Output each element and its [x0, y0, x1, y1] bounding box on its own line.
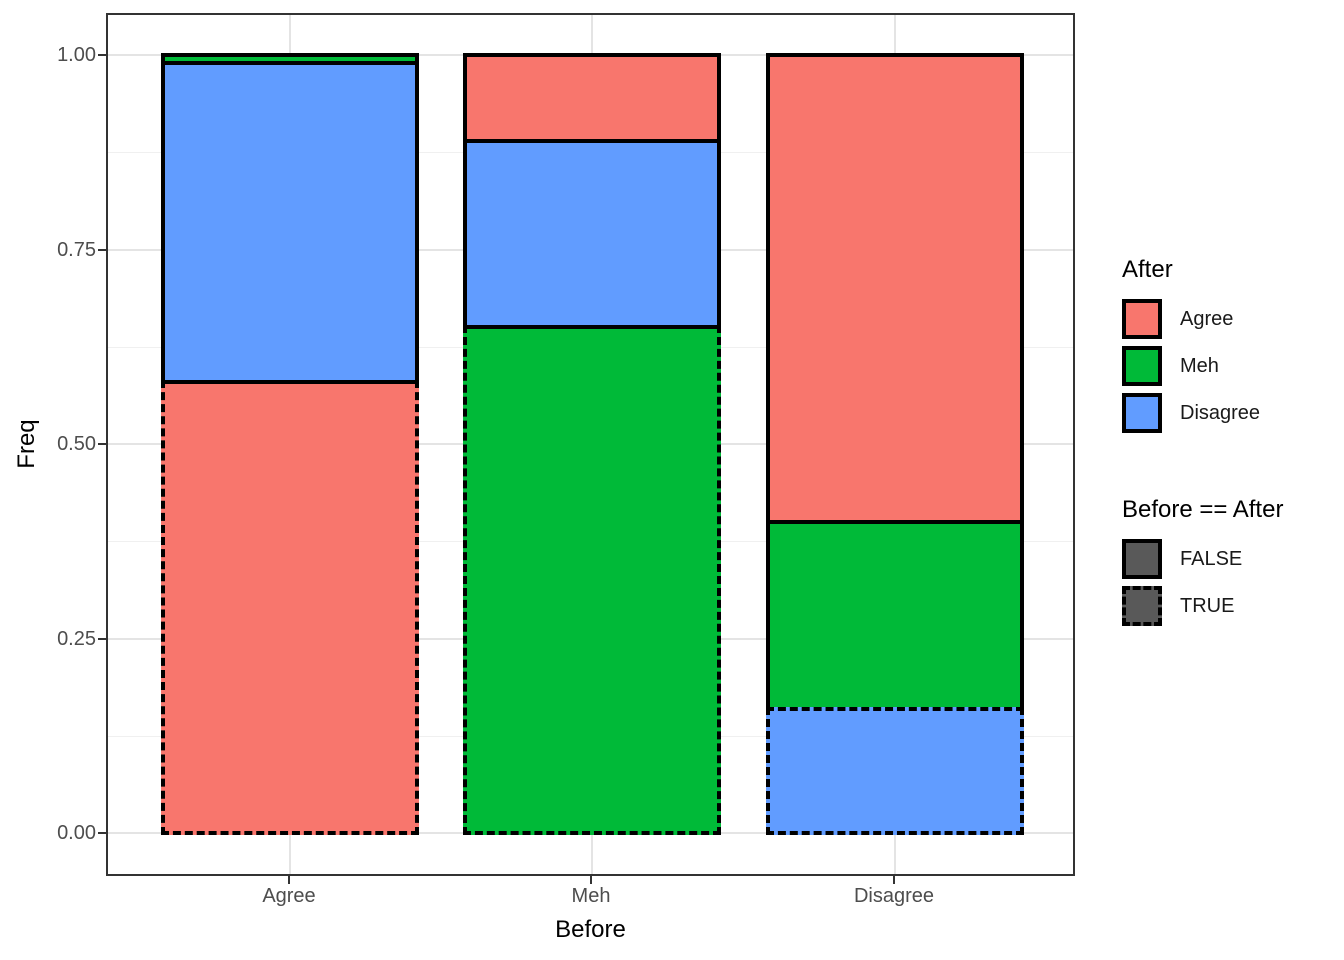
x-axis-tick-label: Agree — [262, 885, 316, 907]
y-axis-tick-label: 1.00 — [57, 44, 96, 66]
legend-key-true-linetype-icon — [1122, 586, 1162, 626]
legend-key-agree-swatch-icon — [1122, 299, 1162, 339]
legend-label: Agree — [1180, 308, 1234, 330]
y-axis-tick-label: 0.50 — [57, 433, 96, 455]
bar-segment-meh-to-disagree — [463, 138, 721, 330]
bar-segment-disagree-to-agree — [766, 53, 1024, 524]
legend-label: TRUE — [1180, 595, 1235, 617]
bar-segment-meh-to-agree — [463, 53, 721, 143]
y-axis-tick-label: 0.75 — [57, 238, 96, 261]
x-axis-title: Before — [555, 916, 626, 943]
legend-match-entries: FALSE TRUE — [1122, 539, 1344, 626]
legend-row-disagree: Disagree — [1122, 393, 1344, 433]
legend-after-entries: Agree Meh Disagree — [1122, 299, 1344, 433]
y-axis-tick-label: 0.00 — [57, 822, 96, 844]
y-axis-tick-label: 0.25 — [57, 627, 96, 650]
y-axis-tick — [98, 637, 106, 640]
legend-key-false-linetype-icon — [1122, 539, 1162, 579]
plot-panel — [106, 13, 1075, 876]
bar-segment-disagree-to-disagree — [766, 706, 1024, 835]
legend-label: Meh — [1180, 355, 1219, 377]
y-axis-tick — [98, 443, 106, 445]
y-axis-tick — [98, 248, 106, 251]
legend-title-before-equals-after: Before == After — [1122, 496, 1284, 523]
legend-key-meh-swatch-icon — [1122, 346, 1162, 386]
legend-row-meh: Meh — [1122, 346, 1344, 386]
legend-title-after: After — [1122, 256, 1173, 283]
x-axis-tick — [288, 876, 290, 884]
x-axis-tick-label: Disagree — [853, 885, 935, 907]
legend-label: FALSE — [1180, 548, 1243, 570]
bar-segment-meh-to-meh — [463, 325, 721, 835]
legend-row-agree: Agree — [1122, 299, 1344, 339]
x-axis-tick — [893, 876, 895, 884]
bar-segment-disagree-to-meh — [766, 519, 1024, 711]
x-axis-tick — [590, 876, 592, 884]
bar-segment-agree-to-agree — [161, 379, 419, 835]
legend-key-disagree-swatch-icon — [1122, 393, 1162, 433]
legend-row-true: TRUE — [1122, 586, 1344, 626]
y-axis-title: Freq — [13, 419, 40, 469]
x-axis-tick-label: Meh — [571, 885, 611, 907]
legend-label: Disagree — [1180, 402, 1261, 424]
y-axis-tick — [98, 832, 106, 834]
legend-row-false: FALSE — [1122, 539, 1344, 579]
bar-segment-agree-to-disagree — [161, 60, 419, 384]
legend-area: After Agree Meh Disagree Before == After F… — [1122, 255, 1344, 633]
y-axis-tick — [98, 54, 106, 56]
